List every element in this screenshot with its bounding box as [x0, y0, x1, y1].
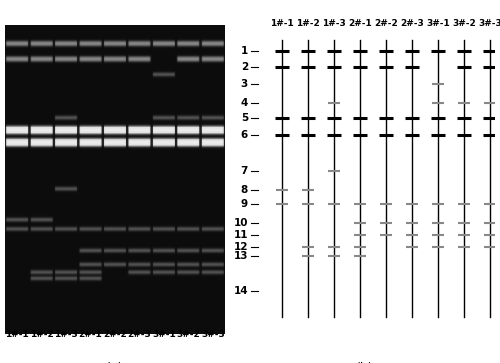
Text: 2#-2: 2#-2 [103, 330, 127, 339]
Text: 2#-1: 2#-1 [348, 19, 372, 28]
Text: 6: 6 [241, 130, 248, 140]
Text: 5: 5 [241, 113, 248, 123]
Text: 9: 9 [241, 199, 248, 209]
Text: (b): (b) [356, 362, 374, 363]
Text: 12: 12 [234, 242, 248, 252]
Text: 10: 10 [234, 217, 248, 228]
Text: 14: 14 [234, 286, 248, 296]
Text: 1#-3: 1#-3 [322, 19, 345, 28]
Text: 1: 1 [241, 46, 248, 56]
Text: 3#-3: 3#-3 [478, 19, 500, 28]
Text: 2: 2 [241, 62, 248, 72]
Text: 7: 7 [240, 166, 248, 176]
Text: 3#-2: 3#-2 [452, 19, 475, 28]
Text: 1#-2: 1#-2 [30, 330, 54, 339]
Text: 11: 11 [234, 231, 248, 240]
Text: 1#-3: 1#-3 [54, 330, 78, 339]
Text: 1#-2: 1#-2 [296, 19, 320, 28]
Text: 2#-1: 2#-1 [78, 330, 102, 339]
Text: 3#-1: 3#-1 [426, 19, 450, 28]
Text: 3#-2: 3#-2 [176, 330, 200, 339]
Text: 2#-2: 2#-2 [374, 19, 398, 28]
Text: 1#-1: 1#-1 [6, 330, 29, 339]
Text: 4: 4 [240, 98, 248, 107]
Text: 1#-1: 1#-1 [270, 19, 293, 28]
Text: 13: 13 [234, 251, 248, 261]
Text: 2#-3: 2#-3 [400, 19, 423, 28]
Text: 8: 8 [241, 185, 248, 195]
Text: (a): (a) [106, 362, 124, 363]
Text: 3#-3: 3#-3 [201, 330, 224, 339]
Text: 3: 3 [241, 79, 248, 89]
Text: 3#-1: 3#-1 [152, 330, 176, 339]
Text: 2#-3: 2#-3 [128, 330, 152, 339]
